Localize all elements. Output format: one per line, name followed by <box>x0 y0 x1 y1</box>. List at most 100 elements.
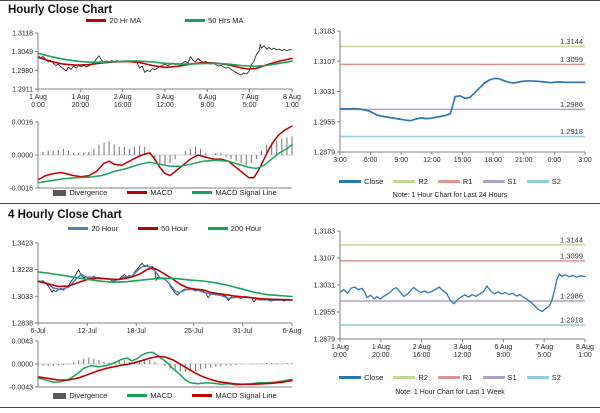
legend-swatch-line <box>437 180 460 183</box>
svg-text:21:00: 21:00 <box>515 157 533 164</box>
legend-swatch-line <box>526 376 549 379</box>
legend-swatch-line <box>482 376 505 379</box>
svg-text:1.3228: 1.3228 <box>12 267 34 274</box>
svg-text:0.0016: 0.0016 <box>12 120 34 127</box>
svg-text:1.3033: 1.3033 <box>12 294 34 301</box>
legend-item-macd: MACD <box>127 391 172 400</box>
hourly-macd-chart: 0.0016 0.0000 -0.0016 <box>9 120 293 193</box>
svg-text:31-Jul: 31-Jul <box>233 328 253 335</box>
legend-label: R2 <box>418 177 428 186</box>
svg-text:1.3099: 1.3099 <box>560 55 583 64</box>
legend-swatch-line <box>207 227 228 230</box>
svg-text:18:00: 18:00 <box>484 157 502 164</box>
legend-label: 50 Hour <box>161 224 188 233</box>
legend-item-r1: R1 <box>437 177 473 186</box>
svg-text:1.2986: 1.2986 <box>560 100 583 109</box>
svg-text:1.2980: 1.2980 <box>12 68 34 75</box>
legend-label: S1 <box>507 373 517 382</box>
legend-label: Divergence <box>69 188 108 197</box>
svg-text:1.2918: 1.2918 <box>560 316 583 325</box>
legend-label: MACD Signal Line <box>215 391 277 400</box>
legend-swatch-line <box>68 227 89 230</box>
svg-text:0.0000: 0.0000 <box>12 362 34 369</box>
svg-text:1.3144: 1.3144 <box>560 37 583 46</box>
svg-text:6-Jul: 6-Jul <box>30 328 46 335</box>
pivot-1week-legend: Close R2 R1 S1 S2 <box>310 373 590 382</box>
svg-text:9:00: 9:00 <box>394 157 408 164</box>
legend-swatch-line <box>127 394 148 397</box>
svg-text:1.3031: 1.3031 <box>314 89 336 96</box>
svg-text:3:00: 3:00 <box>578 157 592 164</box>
divider-middle <box>0 203 600 204</box>
svg-text:6:00: 6:00 <box>364 157 378 164</box>
legend-item-r1: R1 <box>437 373 473 382</box>
four-hourly-chart-title: 4 Hourly Close Chart <box>8 209 122 221</box>
legend-label: S2 <box>551 177 561 186</box>
svg-text:1.2879: 1.2879 <box>314 337 336 344</box>
legend-swatch-line <box>127 191 148 194</box>
legend-label: S1 <box>507 177 517 186</box>
legend-item-50-hrs-ma: 50 Hrs MA <box>185 16 244 25</box>
legend-swatch-line <box>86 19 107 22</box>
legend-item-r2: R2 <box>393 177 428 186</box>
svg-text:1.2911: 1.2911 <box>12 87 33 94</box>
legend-item-s2: S2 <box>526 373 561 382</box>
legend-swatch-bar <box>53 392 67 399</box>
legend-label: 20 Hr MA <box>109 16 142 25</box>
svg-text:1.2986: 1.2986 <box>560 291 583 300</box>
svg-text:1.2955: 1.2955 <box>314 310 336 317</box>
svg-text:25-Jul: 25-Jul <box>184 328 204 335</box>
legend-item-close: Close <box>339 177 383 186</box>
svg-text:1.3423: 1.3423 <box>12 241 34 248</box>
pivot-1week-note: Note: 1 Hour Chart for Last 1 Week <box>395 389 505 396</box>
svg-text:0.0043: 0.0043 <box>12 339 34 346</box>
svg-text:1.3144: 1.3144 <box>560 235 583 244</box>
svg-text:1.2879: 1.2879 <box>314 150 336 157</box>
legend-label: 20 Hour <box>91 224 119 233</box>
svg-text:0:00: 0:00 <box>548 157 562 164</box>
divider-bottom <box>0 407 600 408</box>
pivot-24h-legend: Close R2 R1 S1 S2 <box>310 177 590 186</box>
legend-item-200-hour: 200 Hour <box>207 224 262 233</box>
svg-text:1.3183: 1.3183 <box>314 29 336 36</box>
legend-label: S2 <box>551 373 561 382</box>
legend-item-s1: S1 <box>482 177 517 186</box>
svg-text:12:00: 12:00 <box>423 157 441 164</box>
legend-item-macd-signal-line: MACD Signal Line <box>192 188 277 197</box>
legend-item-s2: S2 <box>526 177 561 186</box>
svg-text:1.2838: 1.2838 <box>12 321 34 328</box>
four-hourly-macd-chart: 0.0043 0.0000 -0.0043 <box>9 339 293 392</box>
svg-text:1.3107: 1.3107 <box>314 256 336 263</box>
legend-swatch-line <box>339 180 362 183</box>
four-hourly-macd-legend: Divergence MACD MACD Signal Line <box>38 391 292 400</box>
hourly-macd-legend: Divergence MACD MACD Signal Line <box>38 188 292 197</box>
legend-swatch-line <box>192 191 213 194</box>
legend-item-divergence: Divergence <box>53 391 107 400</box>
hourly-chart-title: Hourly Close Chart <box>8 4 113 16</box>
divider-top <box>0 0 600 1</box>
svg-text:-0.0043: -0.0043 <box>9 385 33 392</box>
svg-text:0.0000: 0.0000 <box>12 153 34 160</box>
legend-item-macd: MACD <box>127 188 172 197</box>
legend-item-divergence: Divergence <box>53 188 107 197</box>
legend-item-r2: R2 <box>393 373 428 382</box>
svg-text:3:00: 3:00 <box>333 157 347 164</box>
legend-label: MACD Signal Line <box>215 188 277 197</box>
svg-text:1.3118: 1.3118 <box>12 31 33 38</box>
legend-item-20-hour: 20 Hour <box>68 224 118 233</box>
svg-text:1.2955: 1.2955 <box>314 119 336 126</box>
hourly-ma-legend: 20 Hr MA 50 Hrs MA <box>38 16 292 25</box>
svg-text:1.2918: 1.2918 <box>560 127 583 136</box>
legend-label: Divergence <box>69 391 108 400</box>
